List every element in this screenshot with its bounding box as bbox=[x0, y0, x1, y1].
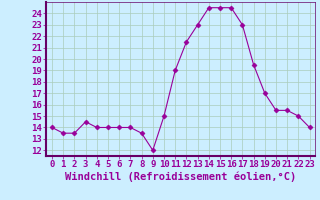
X-axis label: Windchill (Refroidissement éolien,°C): Windchill (Refroidissement éolien,°C) bbox=[65, 172, 296, 182]
